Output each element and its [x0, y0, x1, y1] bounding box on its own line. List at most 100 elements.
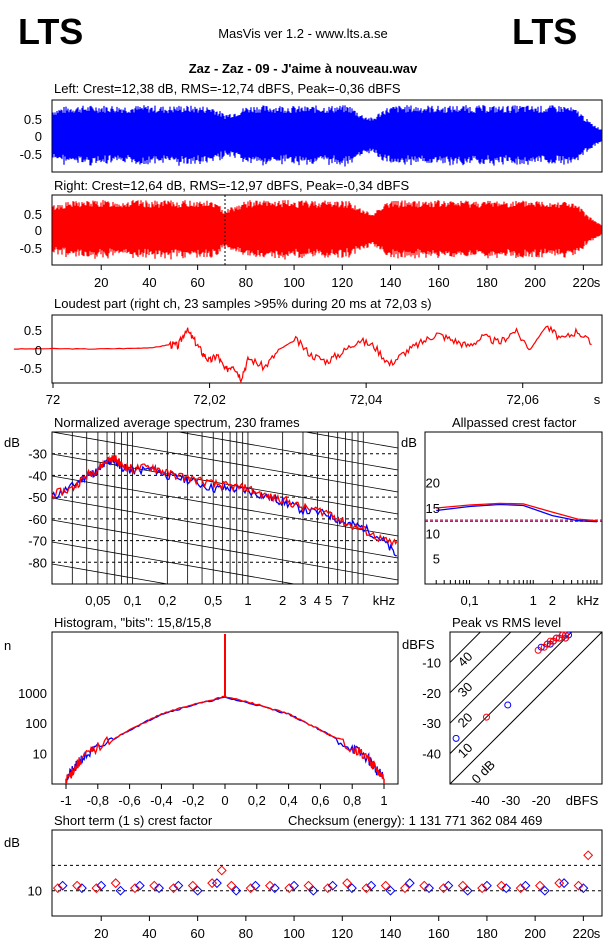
- diagonal-label: 20: [455, 710, 476, 731]
- x-tick-label: 140: [380, 926, 402, 941]
- scatter-point: [57, 880, 68, 891]
- spectrum-trace: [51, 454, 398, 547]
- y-tick-label: 0: [35, 223, 42, 238]
- left-waveform-title: Left: Crest=12,38 dB, RMS=-12,74 dBFS, P…: [54, 81, 401, 96]
- x-tick-label: -0,2: [182, 793, 204, 808]
- x-tick-label: 1: [244, 593, 251, 608]
- x-tick-label: 220: [573, 926, 595, 941]
- scatter-point: [91, 883, 102, 894]
- scatter-point: [76, 883, 87, 894]
- crest-diagonal: [450, 632, 602, 784]
- scatter-point: [504, 701, 512, 709]
- x-tick-label: 3: [299, 593, 306, 608]
- histogram-y-unit: n: [4, 638, 11, 653]
- x-tick-label: 7: [342, 593, 349, 608]
- scatter-point: [284, 883, 295, 894]
- histogram-panel: 1000 100 10 -1 -0,8 -0,6 -0,4 -0,2 0 0,2 0,4 0,6 0,8…: [18, 631, 399, 808]
- x-unit-label: kHz: [577, 593, 599, 608]
- diagonal-label: 40: [455, 649, 476, 670]
- short-term-panel: 10 20 40 60 80 100 120 140 160 180 200 220 s: [28, 829, 603, 941]
- x-tick-label: -20: [532, 793, 551, 808]
- loudest-trace: [13, 325, 592, 384]
- left-waveform-panel: 0.5 0 -0.5: [20, 99, 603, 173]
- histogram-axes: 1000 100 10 -1 -0,8 -0,6 -0,4 -0,2 0 0,2 0,4 0,6 0,8…: [18, 686, 388, 808]
- scatter-point: [546, 637, 554, 645]
- scatter-point: [52, 883, 63, 894]
- y-tick-label: 10: [28, 884, 42, 899]
- scatter-point: [72, 880, 83, 891]
- x-tick-label: 200: [524, 275, 546, 290]
- scatter-point: [322, 883, 333, 894]
- x-tick-label: 80: [239, 275, 253, 290]
- x-tick-label: 72,04: [350, 392, 383, 407]
- logo-right: LTS: [512, 11, 577, 52]
- x-tick-label: 0,8: [343, 793, 361, 808]
- right-waveform-frame: [51, 194, 603, 266]
- slope-line: [52, 519, 398, 581]
- x-tick-label: 72: [46, 392, 60, 407]
- y-tick-label: 100: [25, 716, 47, 731]
- y-tick-label: -0.5: [20, 241, 42, 256]
- scatter-point: [520, 880, 531, 891]
- diagonal-label: 30: [455, 679, 476, 700]
- peak-rms-y-unit: dBFS: [402, 637, 435, 652]
- crest-trace: [436, 503, 598, 523]
- scatter-point: [207, 878, 218, 889]
- x-tick-label: 2: [549, 593, 556, 608]
- x-tick-label: 160: [428, 926, 450, 941]
- spectrum-plot: [51, 432, 399, 584]
- y-tick-label: -80: [28, 555, 47, 570]
- scatter-point: [308, 885, 319, 896]
- x-tick-label: 100: [283, 275, 305, 290]
- scatter-point: [385, 885, 396, 896]
- x-tick-label: 20: [94, 926, 108, 941]
- spectrum-y-unit: dB: [4, 435, 20, 450]
- slope-line: [52, 497, 398, 559]
- scatter-point: [168, 883, 179, 894]
- slope-line: [176, 432, 398, 471]
- x-tick-label: 40: [142, 275, 156, 290]
- scatter-point: [554, 878, 565, 889]
- scatter-point: [419, 880, 430, 891]
- scatter-point: [452, 734, 460, 742]
- x-tick-label: -40: [471, 793, 490, 808]
- spectrum-panel: -30 -40 -50 -60 -70 -80 0,05 0,1 0,2 0,5 1 2 3 4 5 7 kHz: [28, 431, 399, 608]
- short-term-frame: [51, 829, 603, 917]
- x-unit-label: s: [594, 392, 601, 407]
- x-tick-label: 40: [142, 926, 156, 941]
- scatter-point: [424, 883, 435, 894]
- x-tick-label: 72,02: [193, 392, 226, 407]
- short-term-title: Short term (1 s) crest factor: [54, 813, 213, 828]
- x-tick-label: 0,2: [158, 593, 176, 608]
- y-tick-label: 0.5: [24, 207, 42, 222]
- scatter-point: [477, 883, 488, 894]
- scatter-point: [173, 880, 184, 891]
- x-tick-label: 4: [314, 593, 321, 608]
- crest-diagonal: [450, 632, 482, 663]
- x-tick-label: 60: [190, 275, 204, 290]
- crest-diagonal: [450, 632, 542, 724]
- waveform-trace: [52, 200, 602, 260]
- x-tick-label: 160: [428, 275, 450, 290]
- loudest-part-title: Loudest part (right ch, 23 samples >95% …: [54, 296, 432, 311]
- histogram-plot: [65, 634, 385, 785]
- y-tick-label: -0.5: [20, 361, 42, 376]
- right-waveform-plot: [52, 195, 602, 265]
- peak-rms-title: Peak vs RMS level: [452, 615, 561, 630]
- x-tick-label: 120: [331, 275, 353, 290]
- scatter-point: [134, 880, 145, 891]
- y-tick-label: -0.5: [20, 147, 42, 162]
- scatter-point: [366, 880, 377, 891]
- scatter-point: [231, 885, 242, 896]
- x-tick-label: 0,5: [204, 593, 222, 608]
- scatter-point: [482, 713, 490, 721]
- slope-line: [52, 541, 297, 584]
- scatter-point: [496, 880, 507, 891]
- y-tick-label: -30: [422, 716, 441, 731]
- diagonal-label: 10: [455, 740, 476, 761]
- x-tick-label: -30: [501, 793, 520, 808]
- x-tick-label: 2: [279, 593, 286, 608]
- y-tick-label: -30: [28, 447, 47, 462]
- allpassed-title: Allpassed crest factor: [452, 415, 577, 430]
